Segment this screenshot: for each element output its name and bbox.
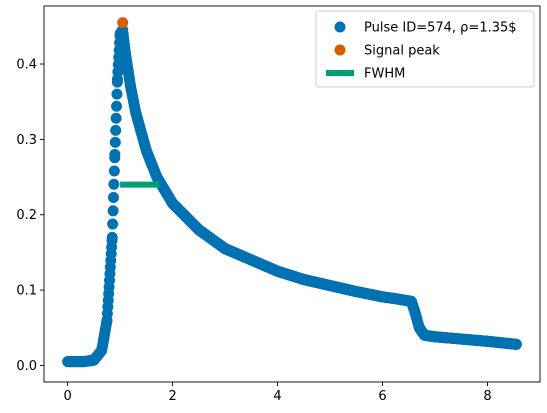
axes: 0 2 4 6 8 0.0 0.1 0.2 0.3 0.4 <box>16 5 541 404</box>
x-tick-label: 4 <box>273 389 281 404</box>
y-tick-label: 0.1 <box>16 284 37 299</box>
pulse-point <box>111 88 123 100</box>
pulse-scatter-series <box>62 24 522 368</box>
pulse-point <box>109 136 121 148</box>
pulse-point <box>110 112 122 124</box>
pulse-point <box>110 124 122 136</box>
legend-entry-label: FWHM <box>364 67 405 82</box>
pulse-point <box>108 165 120 177</box>
legend-entry-label: Pulse ID=574, ρ=1.35$ <box>364 21 517 36</box>
pulse-point <box>107 192 119 204</box>
pulse-point <box>106 231 118 243</box>
x-tick-label: 6 <box>378 389 386 404</box>
legend-box <box>315 10 535 88</box>
pulse-point <box>510 338 522 350</box>
pulse-point <box>109 148 121 160</box>
legend-marker-swatch <box>334 21 346 33</box>
x-tick-label: 8 <box>483 389 491 404</box>
pulse-point <box>107 205 119 217</box>
pulse-point <box>111 100 123 112</box>
y-tick-label: 0.2 <box>16 208 37 223</box>
legend-entry-label: Signal peak <box>364 44 440 59</box>
pulse-point <box>108 178 120 190</box>
legend-marker-swatch <box>334 44 346 56</box>
signal-peak-point <box>117 17 129 29</box>
y-tick-label: 0.4 <box>16 58 37 73</box>
axes-frame <box>43 5 541 383</box>
legend: Pulse ID=574, ρ=1.35$ Signal peak FWHM <box>315 10 535 88</box>
pulse-point <box>107 218 119 230</box>
plot-area <box>62 17 522 368</box>
y-tick-label: 0.3 <box>16 133 37 148</box>
x-tick-label: 2 <box>168 389 176 404</box>
y-tick-label: 0.0 <box>16 359 37 374</box>
x-tick-label: 0 <box>63 389 71 404</box>
